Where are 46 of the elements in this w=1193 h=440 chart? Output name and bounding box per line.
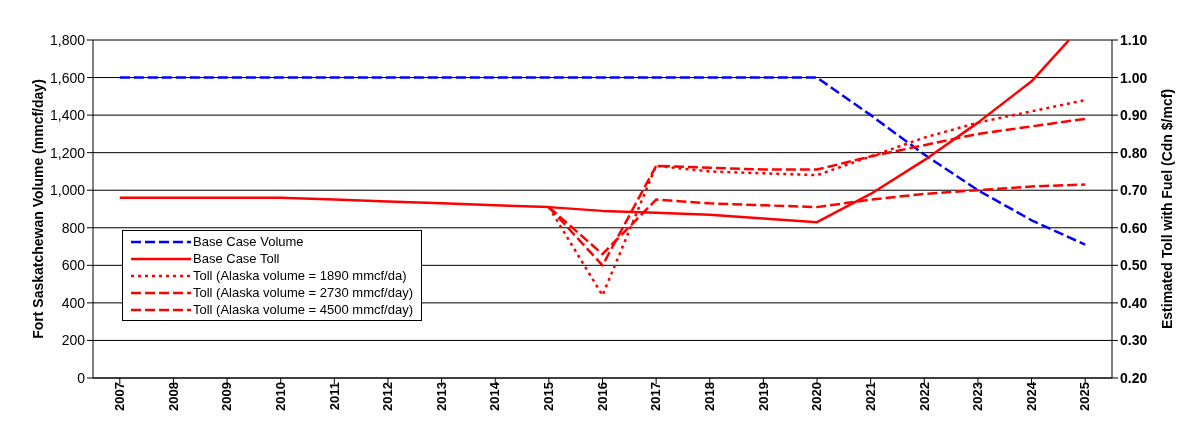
x-tick-label: 2013 [433, 382, 449, 411]
x-tick-label: 2008 [165, 382, 181, 411]
x-tick-label: 2010 [272, 382, 288, 411]
x-tick-label: 2007 [112, 382, 128, 411]
y2-tick-label: 0.30 [1120, 332, 1148, 349]
legend-label: Toll (Alaska volume = 4500 mmcf/day) [193, 302, 414, 317]
x-tick-label: 2012 [380, 382, 396, 411]
x-tick-label: 2021 [862, 382, 878, 411]
x-tick-label: 2024 [1023, 381, 1039, 411]
x-tick-label: 2017 [648, 382, 664, 411]
legend-label: Toll (Alaska volume = 2730 mmcf/day) [193, 285, 414, 300]
y2-tick-label: 0.90 [1120, 107, 1148, 124]
y2-axis-title: Estimated Toll with Fuel (Cdn $/mcf) [1158, 88, 1175, 330]
y2-tick-label: 0.70 [1120, 182, 1148, 199]
x-tick-label: 2019 [755, 382, 771, 411]
x-tick-label: 2018 [701, 382, 717, 411]
legend-label: Base Case Volume [193, 234, 304, 249]
y2-tick-label: 0.40 [1120, 294, 1148, 311]
y-tick-label: 0 [77, 369, 86, 386]
y-tick-label: 1,800 [49, 31, 86, 48]
y2-tick-label: 0.50 [1120, 257, 1148, 274]
y2-tick-label: 1.00 [1120, 69, 1148, 86]
y-tick-label: 200 [61, 332, 86, 349]
y-tick-label: 600 [61, 257, 86, 274]
y-axis-title: Fort Saskatchewan Volume (mmcf/day) [29, 79, 46, 339]
legend-label: Toll (Alaska volume = 1890 mmcf/da) [193, 268, 407, 283]
x-tick-label: 2015 [541, 382, 557, 411]
y2-tick-label: 0.60 [1120, 219, 1148, 236]
y-tick-label: 1,600 [49, 69, 86, 86]
x-tick-label: 2020 [809, 382, 825, 411]
x-tick-label: 2009 [219, 382, 235, 411]
y2-tick-label: 0.20 [1120, 369, 1148, 386]
y-tick-label: 1,200 [49, 144, 86, 161]
x-tick-label: 2025 [1077, 382, 1093, 411]
y2-tick-label: 0.80 [1120, 144, 1148, 161]
y-tick-label: 800 [61, 219, 86, 236]
x-tick-label: 2016 [594, 382, 610, 411]
y-tick-label: 1,400 [49, 107, 86, 124]
y-tick-label: 1,000 [49, 182, 86, 199]
legend-label: Base Case Toll [193, 251, 280, 266]
x-tick-label: 2011 [326, 382, 342, 411]
x-tick-label: 2023 [970, 382, 986, 411]
x-tick-label: 2014 [487, 381, 503, 411]
x-tick-label: 2022 [916, 382, 932, 411]
y2-tick-label: 1.10 [1120, 31, 1148, 48]
y-tick-label: 400 [61, 294, 86, 311]
